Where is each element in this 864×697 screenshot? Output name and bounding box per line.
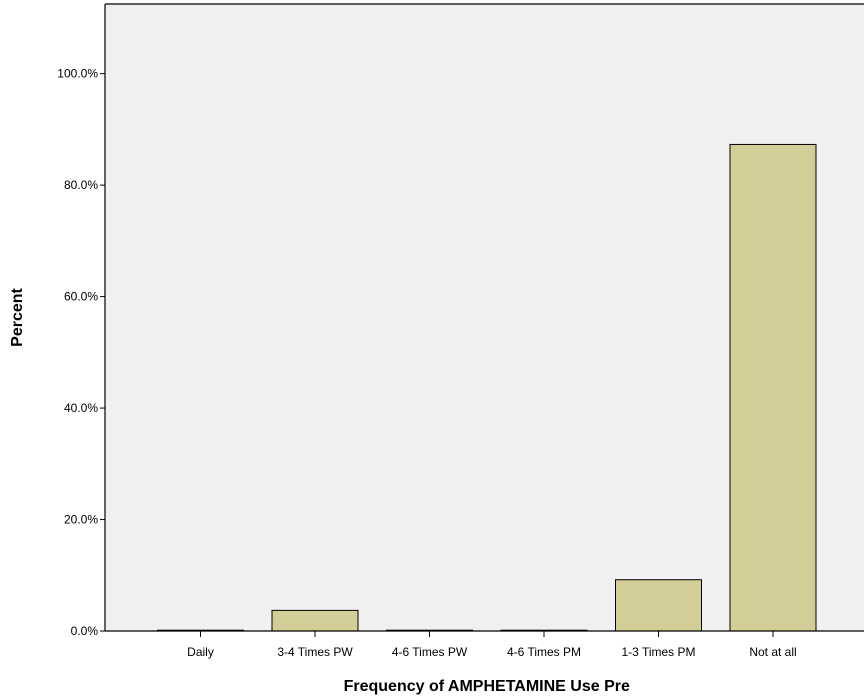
x-tick-label: 4-6 Times PW [392,645,468,659]
x-tick-label: 3-4 Times PW [277,645,353,659]
y-tick-label: 20.0% [64,513,98,527]
y-tick-label: 60.0% [64,290,98,304]
x-ticks-group: Daily 3-4 Times PW 4-6 Times PW 4-6 Times P… [187,631,797,659]
y-tick-label: 40.0% [64,401,98,415]
y-axis-title: Percent [9,287,26,346]
y-tick-label: 80.0% [64,178,98,192]
y-ticks-group: 0.0% 20.0% 40.0% 60.0% 80.0% 100.0% [57,67,105,638]
bar-3-4-times-pw [271,609,359,632]
x-tick-label: Daily [187,645,214,659]
y-tick-label: 100.0% [57,67,98,81]
bar-not-at-all [729,143,817,632]
x-tick-label: 4-6 Times PM [507,645,581,659]
x-tick-label: 1-3 Times PM [621,645,695,659]
x-axis-title: Frequency of AMPHETAMINE Use Pre [344,678,630,695]
y-tick-label: 0.0% [71,624,99,638]
x-tick-label: Not at all [749,645,796,659]
bar-1-3-times-pm [615,579,702,632]
bars-group [157,143,817,632]
